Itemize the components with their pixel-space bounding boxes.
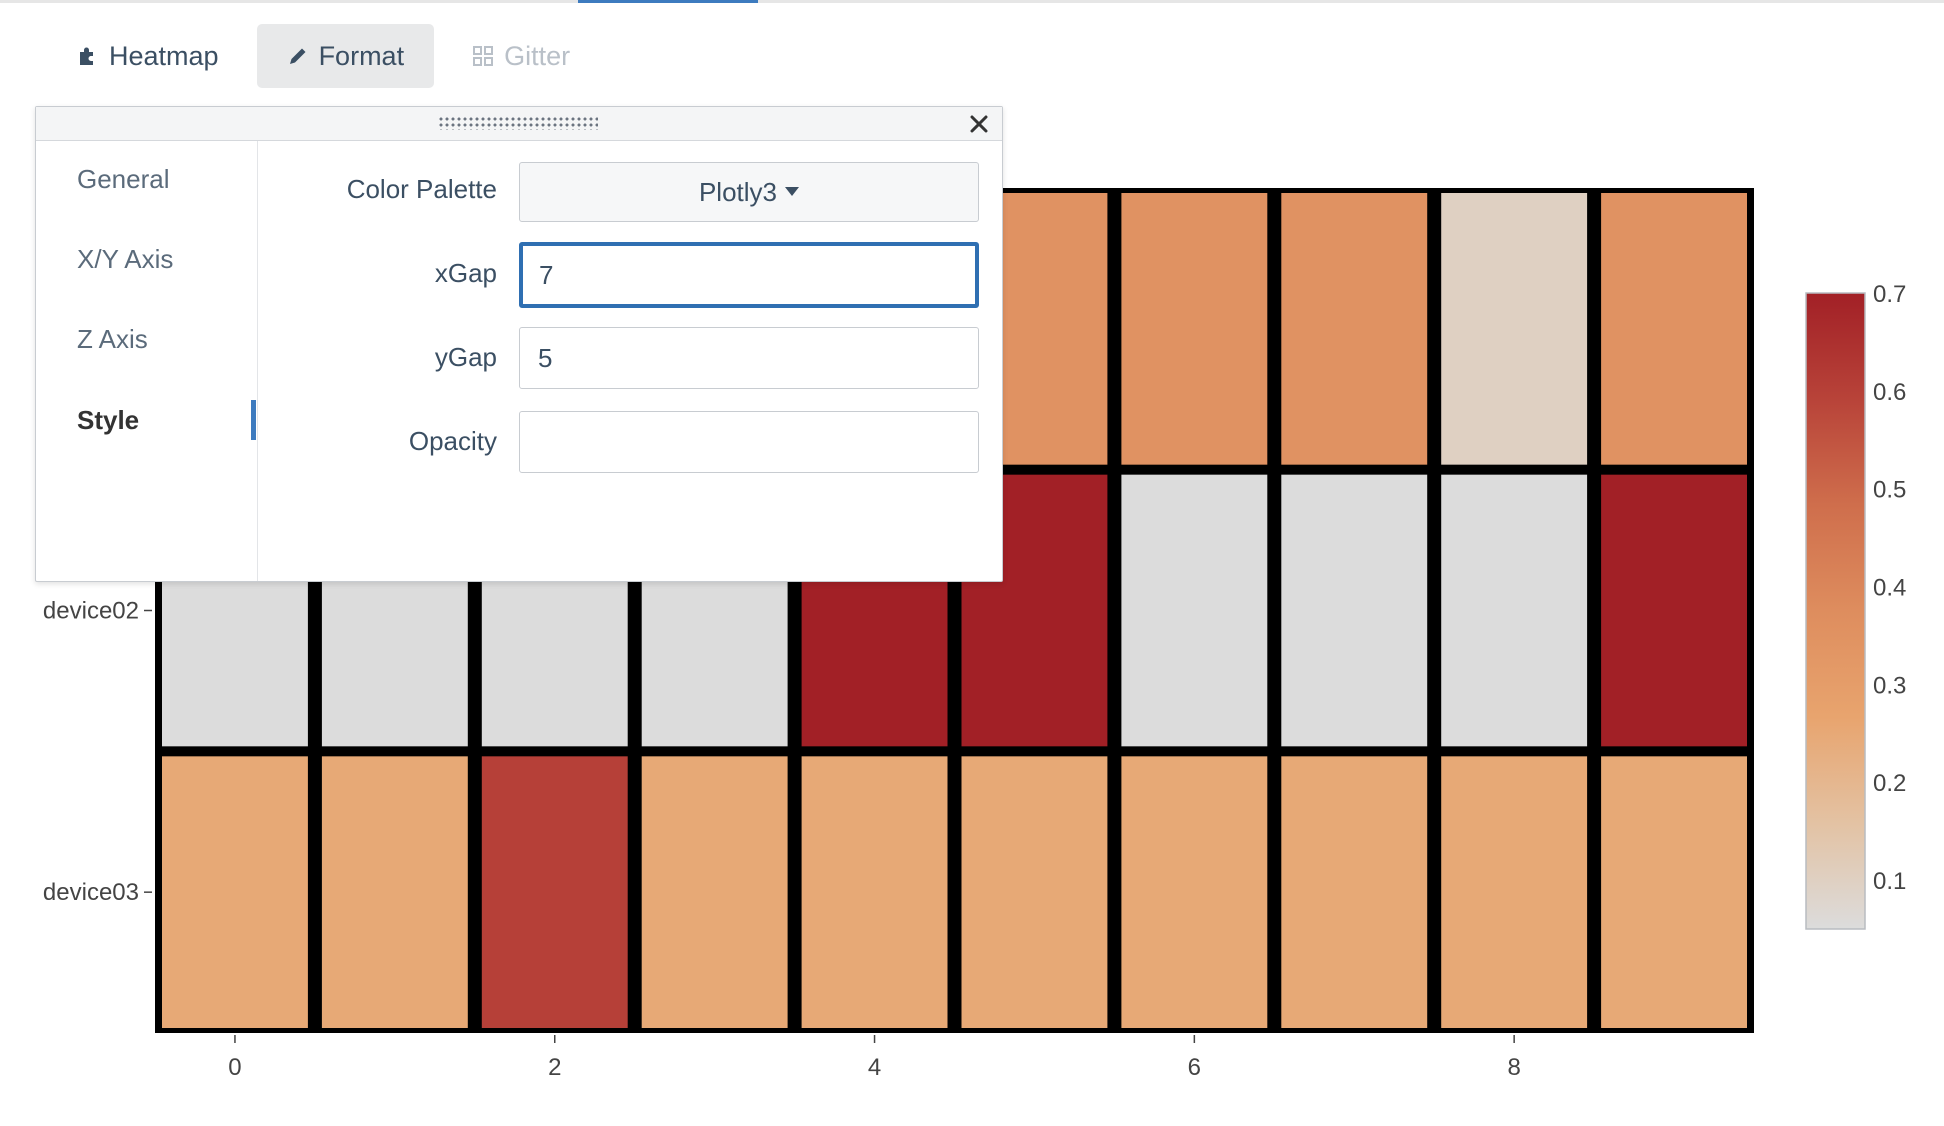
colorbar-tick-label: 0.2 <box>1873 770 1906 797</box>
caret-down-icon <box>785 187 800 196</box>
y-tick-label: device02 <box>43 598 139 625</box>
color-palette-dropdown[interactable]: Plotly3 <box>519 162 979 222</box>
nav-item-style[interactable]: Style <box>77 405 140 435</box>
tab-gitter-label: Gitter <box>504 40 571 71</box>
heatmap-cell[interactable] <box>1121 474 1268 747</box>
heatmap-cell[interactable] <box>1601 193 1747 465</box>
x-tick-label: 2 <box>548 1054 561 1081</box>
x-tick-label: 0 <box>228 1054 241 1081</box>
tab-gitter[interactable]: Gitter <box>442 24 600 88</box>
ygap-input[interactable] <box>519 327 979 389</box>
ygap-label: yGap <box>434 342 497 372</box>
grid-icon <box>472 45 494 67</box>
heatmap-cell[interactable] <box>1441 193 1588 465</box>
colorbar-tick-label: 0.4 <box>1873 575 1906 602</box>
heatmap-cell[interactable] <box>481 756 628 1028</box>
panel-header <box>36 107 1002 141</box>
heatmap-cell[interactable] <box>1601 474 1747 747</box>
heatmap-cell[interactable] <box>1441 474 1588 747</box>
heatmap-cell[interactable] <box>961 756 1108 1028</box>
puzzle-icon <box>77 45 99 67</box>
colorbar <box>1805 292 1866 930</box>
nav-item-xy-axis[interactable]: X/Y Axis <box>77 244 174 274</box>
heatmap-cell[interactable] <box>1441 756 1588 1028</box>
panel-nav: General X/Y Axis Z Axis Style <box>36 141 258 581</box>
format-panel: General X/Y Axis Z Axis Style Color Pale… <box>35 106 1003 582</box>
tab-heatmap-label: Heatmap <box>109 40 219 71</box>
heatmap-cell[interactable] <box>1601 756 1747 1028</box>
tab-format-label: Format <box>318 40 405 71</box>
top-divider <box>0 0 1944 3</box>
nav-active-indicator <box>251 400 256 440</box>
heatmap-cell[interactable] <box>801 756 948 1028</box>
colorbar-tick-label: 0.5 <box>1873 477 1906 504</box>
top-active-indicator <box>578 0 758 3</box>
close-button[interactable] <box>964 109 994 139</box>
pencil-icon <box>287 45 309 67</box>
nav-item-general[interactable]: General <box>77 164 170 194</box>
x-tick-label: 8 <box>1507 1054 1520 1081</box>
heatmap-cell[interactable] <box>1121 193 1268 465</box>
opacity-input[interactable] <box>519 411 979 473</box>
color-palette-label: Color Palette <box>346 174 497 204</box>
xgap-input[interactable] <box>519 242 979 308</box>
heatmap-cell[interactable] <box>162 756 308 1028</box>
tab-bar: Heatmap Format Gitter <box>47 24 600 88</box>
x-tick-label: 6 <box>1188 1054 1201 1081</box>
color-palette-value: Plotly3 <box>698 176 778 207</box>
heatmap-cell[interactable] <box>1281 756 1428 1028</box>
nav-item-z-axis[interactable]: Z Axis <box>77 324 148 354</box>
y-tick-label: device03 <box>43 879 139 906</box>
heatmap-cell[interactable] <box>1281 193 1428 465</box>
heatmap-cell[interactable] <box>641 756 788 1028</box>
drag-handle-icon[interactable] <box>438 116 598 130</box>
close-icon <box>970 115 988 133</box>
heatmap-cell[interactable] <box>1281 474 1428 747</box>
opacity-label: Opacity <box>408 426 497 456</box>
colorbar-tick-label: 0.1 <box>1873 868 1906 895</box>
tab-heatmap[interactable]: Heatmap <box>47 24 249 88</box>
colorbar-tick-label: 0.7 <box>1873 281 1906 308</box>
colorbar-tick-label: 0.3 <box>1873 672 1906 699</box>
xgap-label: xGap <box>434 258 497 288</box>
heatmap-cell[interactable] <box>321 756 468 1028</box>
heatmap-cell[interactable] <box>1121 756 1268 1028</box>
tab-format[interactable]: Format <box>256 24 435 88</box>
colorbar-tick-label: 0.6 <box>1873 379 1906 406</box>
x-tick-label: 4 <box>868 1054 881 1081</box>
